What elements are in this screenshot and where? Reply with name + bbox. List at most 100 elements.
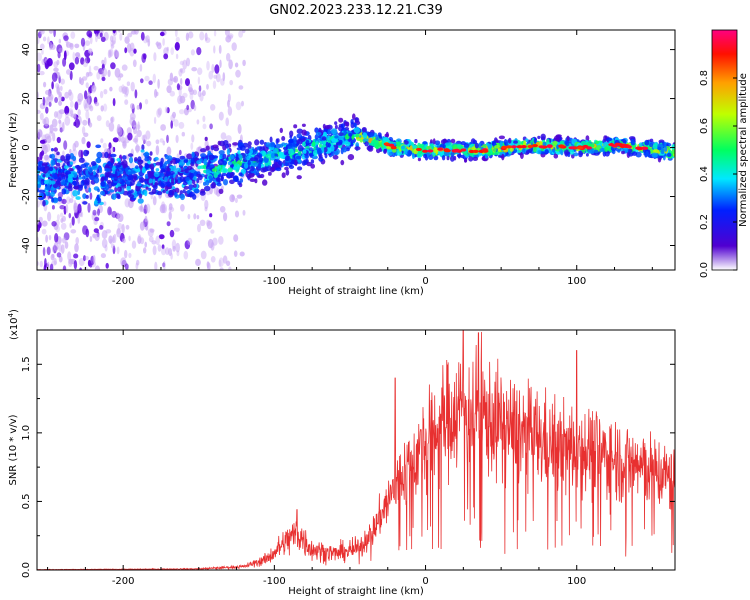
colorbar-tick-label: 0.6 [699,118,710,134]
spectrogram-cell [83,99,88,109]
spectrogram-cell [72,142,77,152]
spectrogram-cell [74,243,79,253]
spectrogram-cell [631,141,636,146]
x-tick-label: -200 [112,276,135,287]
spectrogram-cell [67,185,73,192]
y-tick-label: 20 [21,92,32,105]
spectrogram-cell [427,149,434,153]
spectrogram-cell [197,165,202,170]
spectrogram-cell [301,129,307,136]
spectrogram-cell [101,176,105,182]
spectrogram-cell [100,36,106,42]
spectrogram-cell [175,242,180,253]
spectrogram-cell [161,244,165,250]
spectrogram-cell [142,134,147,144]
spectrogram-cell [178,149,182,156]
spectrogram-cell [85,82,89,89]
spectrogram-cell [87,259,91,267]
spectrogram-cell [59,85,63,91]
spectrogram-cell [64,91,70,99]
spectrogram-cell [155,139,160,145]
spectrogram-cell [91,84,97,92]
spectrogram-cell [472,156,479,161]
spectrogram-cell [537,150,542,155]
spectrogram-cell [168,211,172,220]
spectrogram-cell [226,260,231,267]
spectrogram-cell [130,81,135,92]
spectrogram-cell [237,150,241,155]
spectrogram-cell [144,98,149,105]
colorbar-tick-label: 0.8 [699,70,710,86]
spectrogram-cell [649,138,654,143]
colorbar-tick-label: 0.2 [699,214,710,230]
spectrogram-cell [49,263,54,270]
spectrogram-cell [294,159,298,167]
spectrogram-cell [116,246,120,255]
spectrogram-cell [99,225,104,230]
spectrogram-cell [91,161,97,166]
spectrogram-cell [37,183,41,189]
spectrogram-cell [222,255,228,264]
spectrogram-cell [259,173,265,179]
spectrogram-cell [153,171,160,178]
spectrogram-cell [122,86,128,95]
spectrogram-cell [287,139,294,144]
spectrogram-cell [56,136,61,144]
spectrogram-cell [334,121,338,125]
spectrogram-cell [190,99,195,110]
spectrogram-cell [74,52,81,58]
spectrogram-cell [84,40,91,46]
spectrogram-cell [441,155,446,161]
spectrogram-cell [329,145,335,152]
spectrogram-cell [141,144,145,151]
spectrogram-cell [566,135,570,142]
spectrogram-cell [235,168,239,173]
spectrogram-cell [45,90,50,95]
spectrogram-cell [258,157,264,163]
spectrogram-cell [544,149,549,155]
spectrogram-cell [464,159,467,163]
spectrogram-cell [200,148,207,153]
spectrogram-cell [225,117,229,127]
spectrogram-cell [293,124,298,129]
spectrogram-cell [188,173,193,178]
spectrogram-cell [314,134,319,140]
spectrogram-cell [96,194,100,201]
spectrogram-cell [57,196,62,202]
spectrogram-cell [211,168,218,172]
spectrogram-cell [49,42,53,51]
spectrogram-cell [501,153,505,161]
spectrogram-cell [163,53,169,60]
spectrogram-cell [478,142,482,149]
spectrogram-cell [110,157,115,164]
spectrogram-cell [172,245,176,252]
spectrogram-cell [173,227,180,232]
spectrogram-cell [238,172,243,177]
spectrogram-cell [104,56,107,66]
spectrogram-cell [240,145,246,151]
spectrogram-cell [289,130,294,137]
spectrogram-cell [69,149,72,154]
spectrogram-cell [186,104,190,111]
spectrogram-cell [171,177,175,184]
x-tick-label: -100 [263,276,286,287]
spectrogram-cell [65,203,69,214]
spectrogram-cell [111,193,117,200]
spectrogram-cell [44,133,50,140]
spectrogram-cell [45,191,49,195]
spectrogram-cell [46,179,52,186]
spectrogram-cell [111,173,117,178]
spectrogram-cell [265,153,272,159]
spectrogram-cell [54,233,59,243]
spectrogram-cell [176,153,180,159]
spectrogram-cell [182,181,188,186]
spectrogram-cell [179,68,184,73]
spectrogram-cell [38,216,43,223]
spectrogram-cell [229,179,235,185]
spectrogram-cell [259,139,265,145]
spectrogram-cell [78,149,83,158]
spectrogram-cell [58,47,64,54]
spectrogram-cell [147,171,153,179]
spectrogram-cell [212,237,218,246]
spectrogram-cell [42,174,46,178]
